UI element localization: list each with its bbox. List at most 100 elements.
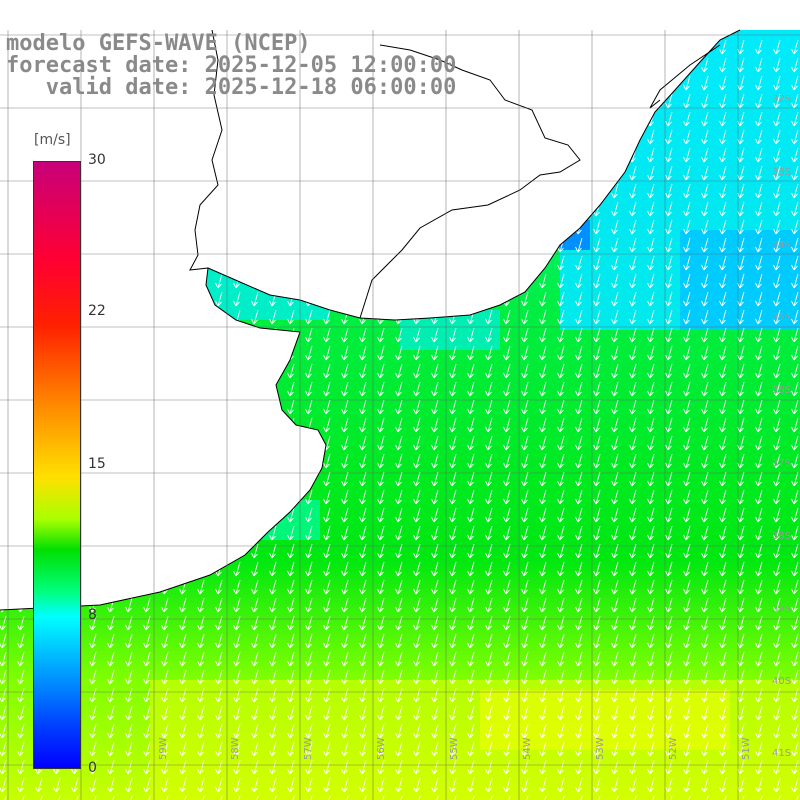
wind-arrow (161, 309, 169, 325)
wind-arrow (251, 687, 259, 703)
wind-arrow (377, 165, 385, 181)
wind-arrow (449, 39, 457, 55)
wind-arrow (539, 471, 547, 487)
lat-label: 36S (772, 385, 792, 396)
wind-arrow (593, 417, 601, 433)
wind-arrow (503, 309, 511, 325)
wind-arrow (575, 597, 583, 613)
wind-arrow (701, 669, 709, 685)
wind-arrow (593, 381, 601, 397)
wind-arrow (197, 795, 205, 800)
wind-arrow (395, 111, 403, 127)
wind-arrow (395, 795, 403, 800)
wind-arrow (467, 633, 475, 649)
wind-arrow (647, 759, 655, 775)
wind-arrow (269, 471, 277, 487)
wind-arrow (521, 489, 529, 505)
wind-arrow (557, 489, 565, 505)
wind-arrow (719, 417, 727, 433)
wind-arrow (773, 291, 781, 307)
wind-arrow (701, 75, 709, 91)
wind-arrow (359, 759, 367, 775)
lat-label: 38S (772, 531, 792, 542)
wind-arrow (539, 777, 547, 793)
lat-label: 40S (772, 676, 792, 687)
wind-arrow (161, 219, 169, 235)
wind-arrow (395, 669, 403, 685)
wind-arrow (647, 309, 655, 325)
wind-arrow (467, 237, 475, 253)
wind-arrow (683, 255, 691, 271)
wind-arrow (611, 543, 619, 559)
wind-arrow (629, 471, 637, 487)
wind-arrow (485, 417, 493, 433)
wind-arrow (755, 687, 763, 703)
wind-arrow (359, 273, 367, 289)
wind-arrow (521, 777, 529, 793)
wind-arrow (593, 255, 601, 271)
wind-arrow (233, 777, 241, 793)
wind-arrow (701, 507, 709, 523)
wind-arrow (233, 525, 241, 541)
wind-arrow (323, 273, 331, 289)
wind-arrow (0, 327, 7, 343)
wind-arrow (575, 417, 583, 433)
wind-arrow (0, 615, 7, 631)
wind-arrow (323, 597, 331, 613)
wind-arrow (89, 237, 97, 253)
wind-arrow (287, 219, 295, 235)
wind-arrow (647, 435, 655, 451)
wind-arrow (755, 165, 763, 181)
wind-arrow (71, 795, 79, 800)
wind-arrow (467, 399, 475, 415)
wind-arrow (341, 471, 349, 487)
wind-arrow (323, 237, 331, 253)
wind-arrow (755, 759, 763, 775)
wind-arrow (323, 741, 331, 757)
wind-arrow (755, 669, 763, 685)
wind-arrow (143, 777, 151, 793)
wind-arrow (773, 345, 781, 361)
wind-arrow (341, 705, 349, 721)
wind-arrow (431, 669, 439, 685)
wind-arrow (251, 651, 259, 667)
wind-arrow (521, 111, 529, 127)
wind-arrow (467, 615, 475, 631)
wind-arrow (773, 471, 781, 487)
wind-arrow (557, 453, 565, 469)
wind-arrow (575, 579, 583, 595)
wind-arrow (593, 669, 601, 685)
wind-arrow (161, 273, 169, 289)
wind-arrow (179, 309, 187, 325)
wind-arrow (647, 345, 655, 361)
wind-arrow (143, 219, 151, 235)
wind-arrow (377, 147, 385, 163)
wind-arrow (377, 525, 385, 541)
wind-arrow (431, 615, 439, 631)
wind-arrow (287, 363, 295, 379)
wind-arrow (107, 471, 115, 487)
wind-arrow (485, 615, 493, 631)
wind-arrow (161, 255, 169, 271)
wind-arrow (449, 759, 457, 775)
wind-arrow (467, 777, 475, 793)
wind-arrow (539, 147, 547, 163)
wind-arrow (413, 147, 421, 163)
wind-arrow (233, 471, 241, 487)
wind-arrow (701, 381, 709, 397)
wind-arrow (143, 273, 151, 289)
wind-arrow (89, 777, 97, 793)
wind-arrow (305, 759, 313, 775)
wind-arrow (773, 507, 781, 523)
wind-arrow (611, 237, 619, 253)
wind-arrow (431, 435, 439, 451)
wind-arrow (179, 417, 187, 433)
wind-arrow (287, 723, 295, 739)
wind-arrow (521, 399, 529, 415)
wind-arrow (305, 165, 313, 181)
wind-arrow (467, 255, 475, 271)
wind-arrow (323, 219, 331, 235)
wind-arrow (755, 93, 763, 109)
wind-arrow (107, 759, 115, 775)
wind-arrow (629, 327, 637, 343)
